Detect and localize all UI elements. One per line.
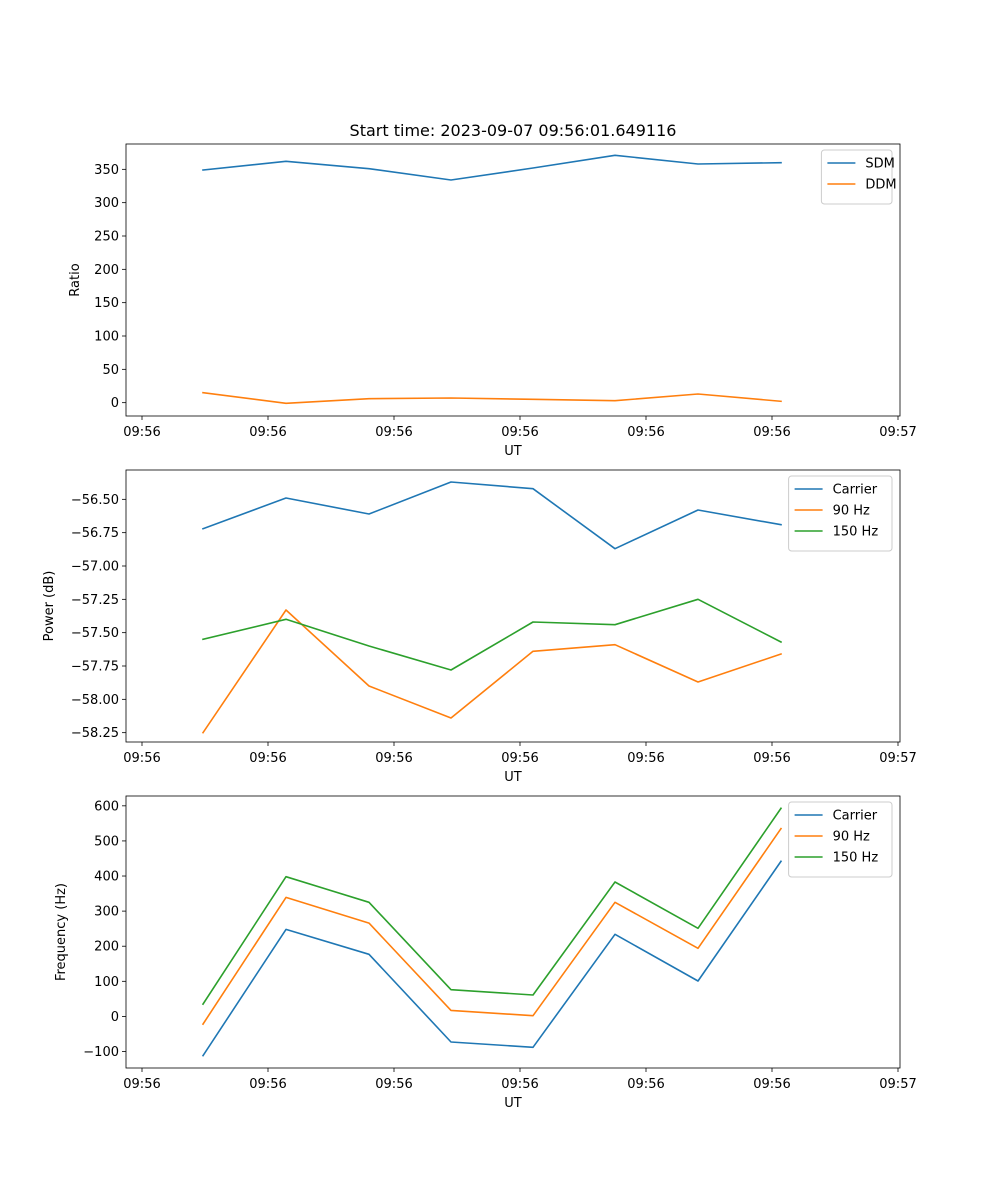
legend-box: [788, 475, 893, 552]
x-axis-label: UT: [504, 444, 522, 459]
y-tick-label: 200: [94, 263, 119, 278]
x-tick-label: 09:56: [375, 1077, 412, 1092]
y-tick-label: −57.75: [71, 660, 119, 675]
y-axis-label: Frequency (Hz): [54, 883, 69, 981]
y-tick-label: −57.50: [71, 626, 119, 641]
x-axis-label: UT: [504, 770, 522, 785]
x-tick-label: 09:56: [501, 425, 538, 440]
y-axis-label: Power (dB): [42, 571, 57, 642]
series-line-sdm: [202, 154, 782, 181]
y-tick-label: 300: [94, 196, 119, 211]
y-tick-label: 100: [94, 330, 119, 345]
legend-label: 90 Hz: [833, 504, 870, 519]
y-tick-label: −57.25: [71, 593, 119, 608]
x-tick-label: 09:56: [123, 751, 160, 766]
x-tick-label: 09:56: [375, 425, 412, 440]
y-tick-label: −56.75: [71, 526, 119, 541]
y-tick-label: −58.25: [71, 726, 119, 741]
series-line-90-hz: [201, 609, 783, 734]
y-tick-label: 250: [94, 230, 119, 245]
x-tick-label: 09:56: [627, 425, 664, 440]
legend: Carrier 90 Hz 150 Hz: [788, 801, 893, 878]
x-tick-label: 09:56: [249, 425, 286, 440]
legend-label: 150 Hz: [833, 525, 879, 540]
chart-panel-2: 09:56 09:56 09:56 09:56 09:56 09:56 09:57 −58.2…: [42, 469, 917, 785]
y-tick-label: 0: [111, 1010, 119, 1025]
chart-panel-1: 09:56 09:56 09:56 09:56 09:56 09:56 09:57 0 50 10…: [68, 143, 917, 459]
x-tick-label: 09:56: [123, 1077, 160, 1092]
series-line-ddm: [202, 391, 782, 405]
legend-label: DDM: [865, 178, 896, 193]
legend: SDM DDM: [820, 149, 897, 205]
figure-title: Start time: 2023-09-07 09:56:01.649116: [350, 121, 677, 140]
chart-panel-3: 09:56 09:56 09:56 09:56 09:56 09:56 09:57 −100 0…: [54, 795, 917, 1111]
y-tick-label: 350: [94, 163, 119, 178]
chart-panels: 09:56 09:56 09:56 09:56 09:56 09:56 09:57 0 50 10…: [42, 143, 917, 1111]
legend-label: 90 Hz: [833, 830, 870, 845]
y-tick-label: 600: [94, 799, 119, 814]
y-tick-label: 50: [102, 363, 119, 378]
x-tick-label: 09:56: [123, 425, 160, 440]
axes-frame: [125, 469, 901, 743]
y-tick-label: 200: [94, 940, 119, 955]
x-tick-label: 09:57: [879, 425, 916, 440]
x-tick-label: 09:56: [753, 425, 790, 440]
x-tick-label: 09:56: [501, 751, 538, 766]
x-axis-label: UT: [504, 1096, 522, 1111]
series-line-90-hz: [201, 827, 783, 1026]
y-tick-label: 0: [111, 396, 119, 411]
series-line-carrier: [201, 860, 783, 1057]
legend-label: Carrier: [833, 809, 878, 824]
x-tick-label: 09:56: [753, 751, 790, 766]
y-tick-label: 100: [94, 975, 119, 990]
legend-box: [788, 801, 893, 878]
x-tick-label: 09:57: [879, 751, 916, 766]
series-line-150-hz: [202, 598, 783, 671]
series-line-carrier: [201, 481, 782, 550]
axes-frame: [125, 795, 901, 1069]
legend: Carrier 90 Hz 150 Hz: [788, 475, 893, 552]
y-tick-label: 400: [94, 870, 119, 885]
legend-label: Carrier: [833, 483, 878, 498]
x-tick-label: 09:56: [375, 751, 412, 766]
x-tick-label: 09:56: [753, 1077, 790, 1092]
x-tick-label: 09:56: [627, 751, 664, 766]
y-tick-label: −56.50: [71, 493, 119, 508]
x-tick-label: 09:57: [879, 1077, 916, 1092]
x-tick-label: 09:56: [501, 1077, 538, 1092]
legend-label: SDM: [865, 157, 894, 172]
y-tick-label: −58.00: [71, 693, 119, 708]
y-tick-label: −57.00: [71, 560, 119, 575]
series-line-150-hz: [201, 807, 783, 1006]
y-tick-label: −100: [83, 1045, 119, 1060]
x-tick-label: 09:56: [249, 751, 286, 766]
x-tick-label: 09:56: [249, 1077, 286, 1092]
x-tick-label: 09:56: [627, 1077, 664, 1092]
axes-frame: [125, 143, 901, 417]
y-tick-label: 500: [94, 834, 119, 849]
y-tick-label: 150: [94, 296, 119, 311]
y-tick-label: 300: [94, 905, 119, 920]
legend-label: 150 Hz: [833, 851, 879, 866]
y-axis-label: Ratio: [68, 263, 83, 296]
